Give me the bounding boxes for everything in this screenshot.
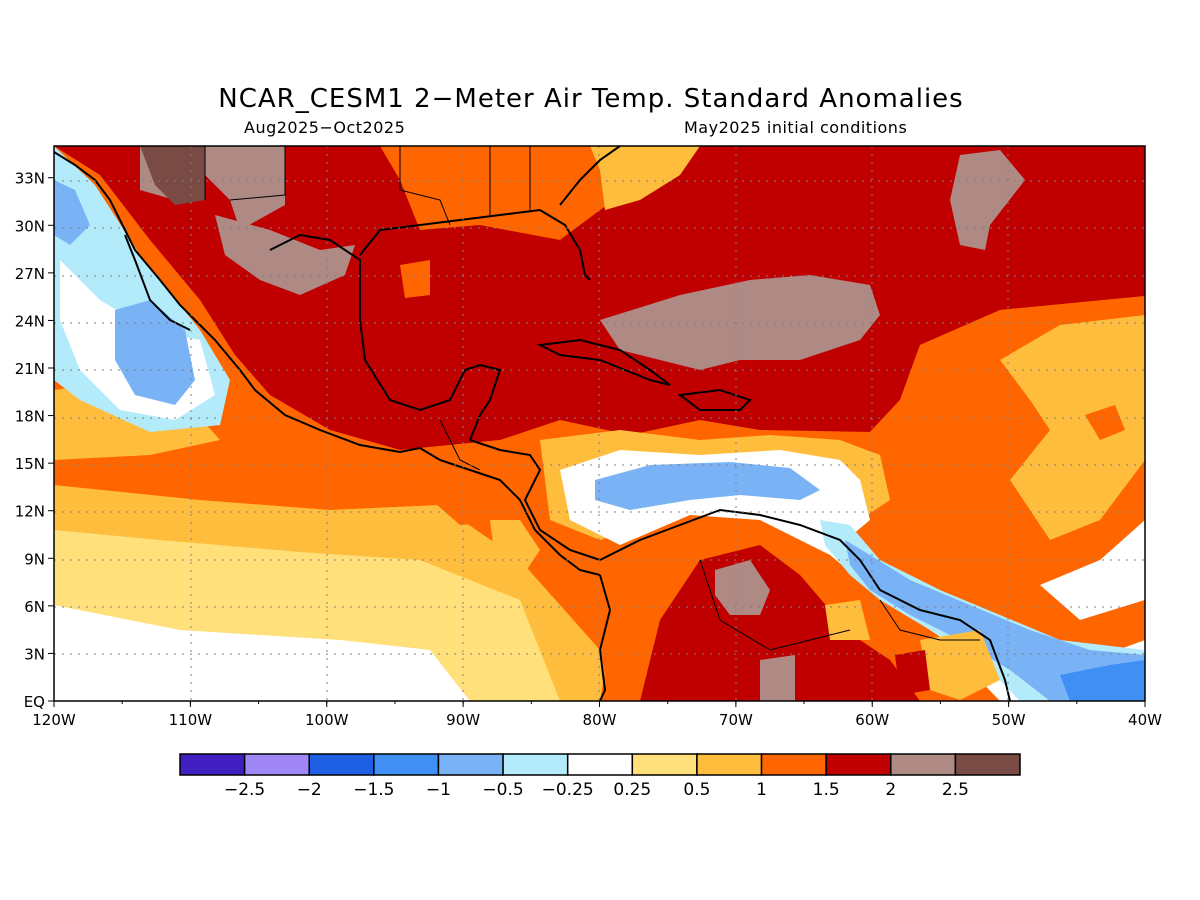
colorbar-label: 2 <box>885 780 896 800</box>
field-lightorange-guyana <box>825 600 870 640</box>
lon-tick-label: 40W <box>1128 711 1162 729</box>
field-lightorange-panama <box>490 520 540 580</box>
lat-tick-label: 18N <box>15 408 45 426</box>
lon-tick-label: 70W <box>719 711 753 729</box>
field-brown-caribbean-north <box>600 275 880 370</box>
field-blue-california <box>54 180 90 245</box>
colorbar-label: −1 <box>426 780 451 800</box>
field-lightorange-atlantic <box>1000 315 1145 540</box>
coastlines <box>54 146 1011 701</box>
coast-pacific-mexico <box>54 151 441 461</box>
field-orange-gulf-spot <box>400 260 430 298</box>
colorbar-label: −2 <box>297 780 322 800</box>
coast-hispaniola <box>677 388 752 411</box>
colorbar-swatch <box>373 753 440 776</box>
colorbar-swatch <box>243 753 310 776</box>
border-centralamerica <box>439 419 481 471</box>
lon-tick-label: 60W <box>855 711 889 729</box>
field-white-atlantic-east <box>1040 520 1145 620</box>
forecast-period: Aug2025−Oct2025 <box>244 118 406 137</box>
colorbar-swatch <box>566 753 634 776</box>
colorbar-label: −2.5 <box>224 780 265 800</box>
borders <box>204 146 980 651</box>
field-brown-amazon <box>760 655 795 701</box>
gridlines <box>54 146 1145 701</box>
field-orange-atlantic-spot <box>1085 405 1125 440</box>
field-brown-mexico <box>215 215 355 295</box>
field-lightorange-brazil-coast <box>920 630 1000 700</box>
coast-southamerica-north <box>599 508 1011 701</box>
colorbar-label: −1.5 <box>353 780 394 800</box>
coast-centralamerica-caribbean <box>469 439 601 561</box>
border-us-states-1 <box>399 146 451 226</box>
field-darkbrown-sw-us <box>140 146 205 205</box>
initial-conditions: May2025 initial conditions <box>684 118 908 137</box>
border-us-mexico <box>229 146 286 201</box>
colorbar-swatch <box>179 753 246 776</box>
colorbar-swatch <box>954 753 1021 776</box>
lon-tick-label: 50W <box>992 711 1026 729</box>
lat-tick-label: 9N <box>24 550 45 568</box>
colorbar-swatch <box>437 753 504 776</box>
lat-tick-label: 24N <box>15 312 45 330</box>
colorbar: −2.5 −2 −1.5 −1 −0.5 −0.25 0.25 0.5 1 1.5 2 2.5 <box>179 753 1021 800</box>
colorbar-swatch <box>825 753 892 776</box>
colorbar-swatch <box>502 753 569 776</box>
colorbar-label: 1 <box>756 780 767 800</box>
field-blue-guiana <box>845 540 1145 701</box>
colorbar-label: −0.5 <box>482 780 523 800</box>
lon-tick-label: 120W <box>32 711 76 729</box>
field-brown-venezuela <box>715 560 770 615</box>
coast-southamerica-west <box>598 574 612 701</box>
field-orange-centralamerica <box>330 430 540 525</box>
colorbar-label: −0.25 <box>542 780 594 800</box>
field-brown-atlantic <box>950 150 1025 250</box>
colorbar-swatch <box>760 753 827 776</box>
lat-tick-label: 6N <box>24 598 45 616</box>
lat-tick-label: EQ <box>24 693 45 711</box>
lon-tick-label: 100W <box>305 711 349 729</box>
coast-baja <box>124 234 191 331</box>
border-southamerica-1 <box>699 559 851 651</box>
coast-gulf-mexico <box>269 233 502 441</box>
lat-tick-label: 30N <box>15 217 45 235</box>
field-blue-caribbean <box>595 462 820 510</box>
colorbar-label: 0.25 <box>613 780 651 800</box>
latitude-axis: EQ 3N 6N 9N 12N 15N 18N 21N 24N 27N 30N 33N <box>15 170 54 711</box>
border-southamerica-2 <box>879 599 980 641</box>
coast-cuba <box>536 338 671 386</box>
colorbar-label: 0.5 <box>683 780 710 800</box>
lat-tick-label: 12N <box>15 503 45 521</box>
lat-tick-label: 15N <box>15 455 45 473</box>
colorbar-swatch <box>631 753 698 776</box>
field-darkred-guiana <box>895 650 930 695</box>
lat-tick-label: 27N <box>15 265 45 283</box>
coast-atlantic-us <box>559 146 621 206</box>
map-title: NCAR_CESM1 2−Meter Air Temp. Standard An… <box>218 84 964 114</box>
field-darkred-southamerica <box>640 545 920 701</box>
longitude-axis: 120W 110W 100W 90W 80W 70W 60W 50W 40W <box>32 701 1162 729</box>
colorbar-swatch <box>890 753 957 776</box>
coast-centralamerica-pacific <box>439 459 601 576</box>
colorbar-label: 1.5 <box>813 780 840 800</box>
lon-tick-label: 80W <box>583 711 617 729</box>
field-blue-pacific <box>115 300 195 405</box>
lat-tick-label: 3N <box>24 645 45 663</box>
lon-tick-label: 90W <box>446 711 480 729</box>
colorbar-swatch <box>696 753 763 776</box>
anomaly-field <box>54 146 1145 701</box>
field-midblue-ne-brazil <box>1060 660 1145 701</box>
colorbar-label: 2.5 <box>942 780 969 800</box>
lon-tick-label: 110W <box>169 711 213 729</box>
field-lightorange-seus <box>590 146 700 210</box>
lat-tick-label: 21N <box>15 360 45 378</box>
lat-tick-label: 33N <box>15 170 45 188</box>
colorbar-swatch <box>308 753 375 776</box>
field-white-sw <box>54 605 470 701</box>
